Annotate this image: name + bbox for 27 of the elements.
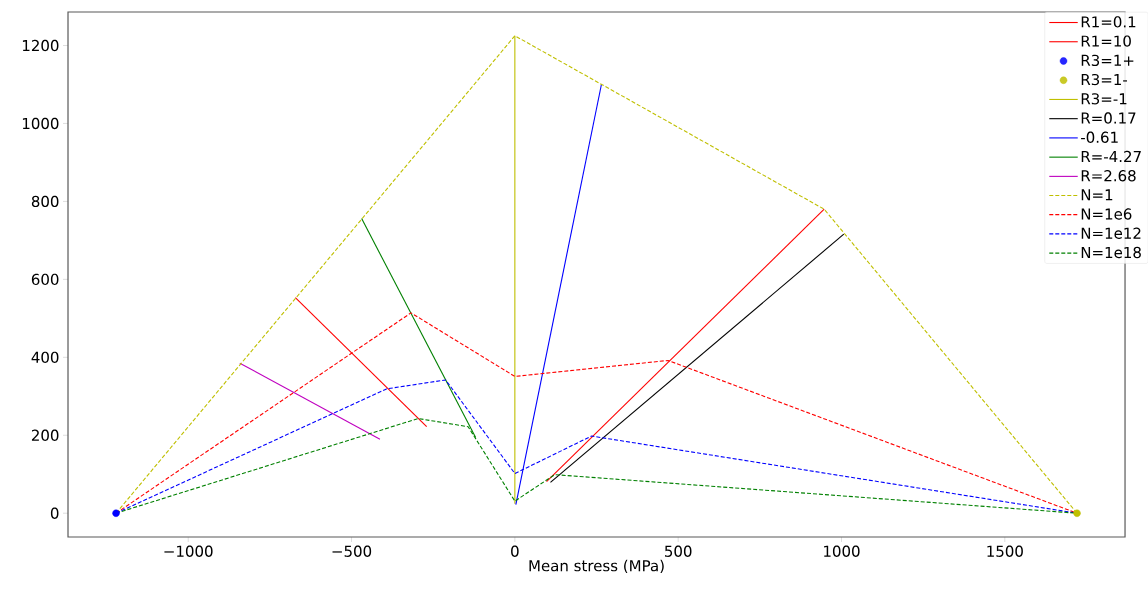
x-tick-label: −500: [332, 545, 372, 557]
y-tick-label: 0: [50, 507, 59, 519]
x-tick-label: −1000: [164, 545, 213, 557]
legend-label: N=1: [1081, 189, 1113, 201]
y-tick-label: 800: [31, 195, 59, 208]
y-tick-label: 200: [31, 429, 59, 441]
legend-label: R=-4.27: [1081, 150, 1141, 162]
y-tick-label: 600: [31, 273, 59, 286]
y-tick-label: 1200: [22, 39, 59, 52]
legend-label: R3=1+: [1081, 54, 1134, 67]
legend-label: N=1e6: [1081, 208, 1132, 220]
legend-label: N=1e12: [1081, 227, 1141, 239]
legend-label: R=2.68: [1081, 170, 1136, 182]
legend-label: N=1e18: [1081, 246, 1141, 259]
legend-label: R1=10: [1081, 35, 1131, 47]
x-tick-label: 1500: [987, 545, 1023, 557]
x-tick-label: 1000: [824, 545, 860, 557]
legend-label: R3=1-: [1081, 73, 1128, 86]
y-tick-label: 400: [31, 351, 59, 363]
x-tick-label: 500: [665, 545, 692, 557]
legend-label: R3=-1: [1081, 93, 1127, 105]
legend-label: R=0.17: [1081, 112, 1136, 124]
legend-label: -0.61: [1081, 131, 1118, 143]
x-tick-label: 0: [511, 545, 519, 557]
y-tick-label: 1000: [22, 117, 59, 130]
x-axis-title: Mean stress (MPa): [529, 559, 664, 574]
legend-label: R1=0.1: [1081, 16, 1136, 28]
